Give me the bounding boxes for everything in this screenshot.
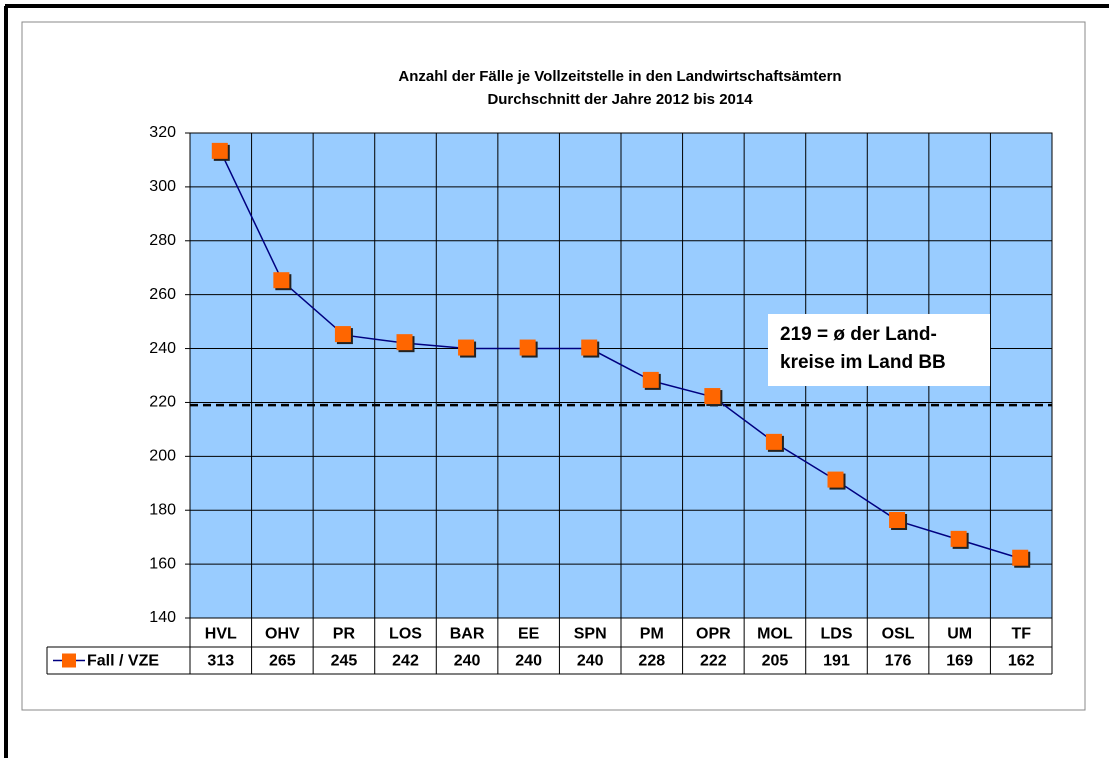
- y-tick-label: 220: [149, 394, 176, 411]
- x-tick-label: PR: [333, 626, 356, 643]
- x-tick-label: OHV: [265, 626, 300, 643]
- x-tick-label: PM: [640, 626, 664, 643]
- x-tick-label: BAR: [450, 626, 485, 643]
- x-tick-label: OSL: [882, 626, 915, 643]
- x-tick-label: LDS: [821, 626, 853, 643]
- table-value: 191: [823, 653, 850, 670]
- table-value: 245: [331, 653, 358, 670]
- table-value: 205: [762, 653, 789, 670]
- marker: [950, 530, 967, 547]
- marker: [642, 371, 659, 388]
- x-tick-label: HVL: [205, 626, 237, 643]
- chart-title: Anzahl der Fälle je Vollzeitstelle in de…: [398, 68, 841, 85]
- marker: [211, 142, 228, 159]
- marker: [273, 272, 290, 289]
- table-value: 222: [700, 653, 727, 670]
- table-value: 240: [454, 653, 481, 670]
- y-tick-label: 320: [149, 124, 176, 141]
- x-tick-label: EE: [518, 626, 540, 643]
- y-tick-label: 280: [149, 232, 176, 249]
- marker: [827, 471, 844, 488]
- table-value: 169: [946, 653, 973, 670]
- table-value: 162: [1008, 653, 1035, 670]
- y-tick-label: 200: [149, 448, 176, 465]
- marker: [519, 339, 536, 356]
- table-value: 240: [577, 653, 604, 670]
- annotation-box: [768, 314, 990, 386]
- marker: [889, 512, 906, 528]
- annotation: kreise im Land BB: [780, 352, 946, 373]
- legend-label: Fall / VZE: [87, 653, 159, 670]
- y-tick-label: 240: [149, 340, 176, 357]
- marker: [581, 339, 598, 356]
- marker: [334, 326, 351, 343]
- y-tick-label: 180: [149, 501, 176, 518]
- table-value: 228: [638, 653, 665, 670]
- x-tick-label: LOS: [389, 626, 422, 643]
- table-value: 176: [885, 653, 912, 670]
- x-tick-label: MOL: [757, 626, 793, 643]
- y-tick-label: 140: [149, 609, 176, 626]
- x-tick-label: TF: [1011, 626, 1031, 643]
- marker: [765, 433, 782, 450]
- marker: [396, 334, 413, 351]
- marker: [1012, 549, 1029, 566]
- table-value: 313: [207, 653, 234, 670]
- y-tick-label: 160: [149, 555, 176, 572]
- marker: [704, 388, 721, 405]
- table-value: 265: [269, 653, 296, 670]
- legend-marker: [62, 653, 76, 668]
- x-tick-label: SPN: [574, 626, 607, 643]
- annotation: 219 = ø der Land-: [780, 324, 937, 345]
- x-tick-label: UM: [947, 626, 972, 643]
- table-value: 242: [392, 653, 419, 670]
- x-tick-label: OPR: [696, 626, 731, 643]
- series-line: [220, 151, 1022, 560]
- y-tick-label: 300: [149, 178, 176, 195]
- y-tick-label: 260: [149, 286, 176, 303]
- marker: [458, 339, 475, 356]
- chart-subtitle: Durchschnitt der Jahre 2012 bis 2014: [487, 91, 753, 108]
- table-value: 240: [515, 653, 542, 670]
